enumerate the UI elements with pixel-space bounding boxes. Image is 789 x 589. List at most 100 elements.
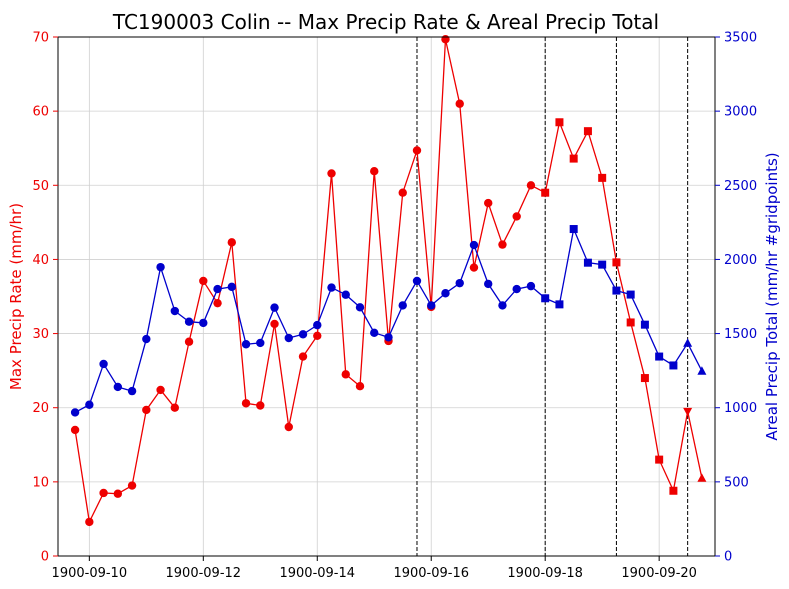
data-point-right <box>156 262 165 272</box>
data-point-left <box>227 238 236 247</box>
y-tick-label-left: 40 <box>32 253 49 268</box>
data-point-right <box>526 281 536 291</box>
data-point-right <box>227 282 236 292</box>
data-point-left <box>341 370 350 379</box>
data-point-right <box>655 352 664 361</box>
data-point-left <box>156 385 165 395</box>
data-point-left <box>355 382 365 391</box>
y-tick-label-right: 0 <box>724 550 732 565</box>
data-point-left <box>142 405 151 415</box>
data-point-left <box>313 331 322 340</box>
data-point-right <box>697 366 707 375</box>
data-point-right <box>626 290 635 299</box>
data-point-left <box>327 169 336 178</box>
data-point-right <box>270 303 279 312</box>
data-point-right <box>355 303 365 312</box>
data-point-left <box>213 298 222 308</box>
data-point-right <box>313 320 322 330</box>
y-tick-label-left: 30 <box>32 327 49 342</box>
data-point-right <box>298 330 308 339</box>
data-point-right <box>341 290 350 299</box>
data-point-right <box>569 225 578 234</box>
y-tick-label-left: 20 <box>32 401 49 416</box>
data-point-right <box>384 333 393 342</box>
data-point-right <box>170 306 180 316</box>
y-axis-label-right: Areal Precip Total (mm/hr #gridpoints) <box>763 152 781 440</box>
data-point-left <box>370 166 379 176</box>
data-point-left <box>484 198 493 208</box>
data-point-left <box>612 258 621 267</box>
x-tick-label: 1900-09-12 <box>166 566 242 581</box>
data-point-left <box>669 486 678 495</box>
data-point-right <box>612 286 621 295</box>
data-point-left <box>640 374 649 383</box>
data-point-left <box>199 276 208 286</box>
y-tick-label-right: 1500 <box>724 327 757 342</box>
y-tick-label-left: 60 <box>32 105 49 120</box>
data-point-left <box>85 517 94 527</box>
data-point-right <box>555 300 564 309</box>
data-point-right <box>370 328 379 338</box>
x-tick-label: 1900-09-16 <box>393 566 469 581</box>
data-point-right <box>683 338 693 347</box>
data-point-left <box>184 337 194 346</box>
data-point-left <box>398 188 407 197</box>
data-point-right <box>256 338 265 348</box>
data-point-right <box>640 320 649 329</box>
data-point-left <box>569 154 578 163</box>
data-point-right <box>199 318 208 328</box>
y-tick-label-right: 500 <box>724 475 749 490</box>
y-tick-label-right: 1000 <box>724 401 757 416</box>
data-point-right <box>113 382 123 392</box>
data-point-right <box>184 317 194 326</box>
data-point-left <box>127 481 137 490</box>
data-point-left <box>583 127 592 136</box>
y-tick-label-right: 2500 <box>724 179 757 194</box>
data-point-left <box>455 99 464 108</box>
data-point-right <box>213 284 222 294</box>
chart-title: TC190003 Colin -- Max Precip Rate & Area… <box>112 10 659 34</box>
y-tick-label-left: 10 <box>32 475 49 490</box>
data-point-left <box>170 403 180 412</box>
data-point-left <box>70 425 80 435</box>
data-point-right <box>669 361 678 370</box>
data-point-right <box>512 284 521 294</box>
data-point-left <box>256 401 265 410</box>
y-tick-label-left: 50 <box>32 179 49 194</box>
axes: 1900-09-10 1900-09-12 1900-09-14 1900-09-16… <box>32 31 757 582</box>
data-point-right <box>598 260 607 269</box>
data-point-left <box>99 488 108 498</box>
data-point-right <box>455 278 464 288</box>
data-point-right <box>398 301 407 310</box>
data-point-left <box>241 399 251 408</box>
data-point-right <box>284 333 293 343</box>
data-point-left <box>655 455 664 464</box>
data-point-left <box>412 146 422 155</box>
data-point-right <box>441 289 450 298</box>
x-tick-label: 1900-09-18 <box>507 566 583 581</box>
y-tick-label-left: 0 <box>41 550 49 565</box>
data-point-left <box>626 318 635 327</box>
data-point-left <box>541 188 550 197</box>
data-point-right <box>99 359 108 369</box>
x-tick-label: 1900-09-20 <box>621 566 697 581</box>
data-point-left <box>270 319 279 329</box>
data-point-right <box>241 340 251 349</box>
data-point-left <box>526 181 536 190</box>
y-axis-label-left: Max Precip Rate (mm/hr) <box>7 203 25 390</box>
y-tick-label-right: 3500 <box>724 31 757 46</box>
data-point-right <box>127 386 137 396</box>
data-point-left <box>697 473 707 482</box>
data-point-left <box>113 489 123 498</box>
data-point-right <box>484 279 493 289</box>
data-point-left <box>441 35 450 44</box>
y-tick-label-right: 2000 <box>724 253 757 268</box>
data-point-right <box>70 408 80 417</box>
plot-frame <box>57 36 716 557</box>
data-point-right <box>498 301 507 310</box>
data-point-right <box>327 283 336 292</box>
data-point-left <box>298 352 308 361</box>
data-point-right <box>427 301 436 310</box>
data-point-left <box>498 240 507 249</box>
data-point-left <box>512 212 521 221</box>
